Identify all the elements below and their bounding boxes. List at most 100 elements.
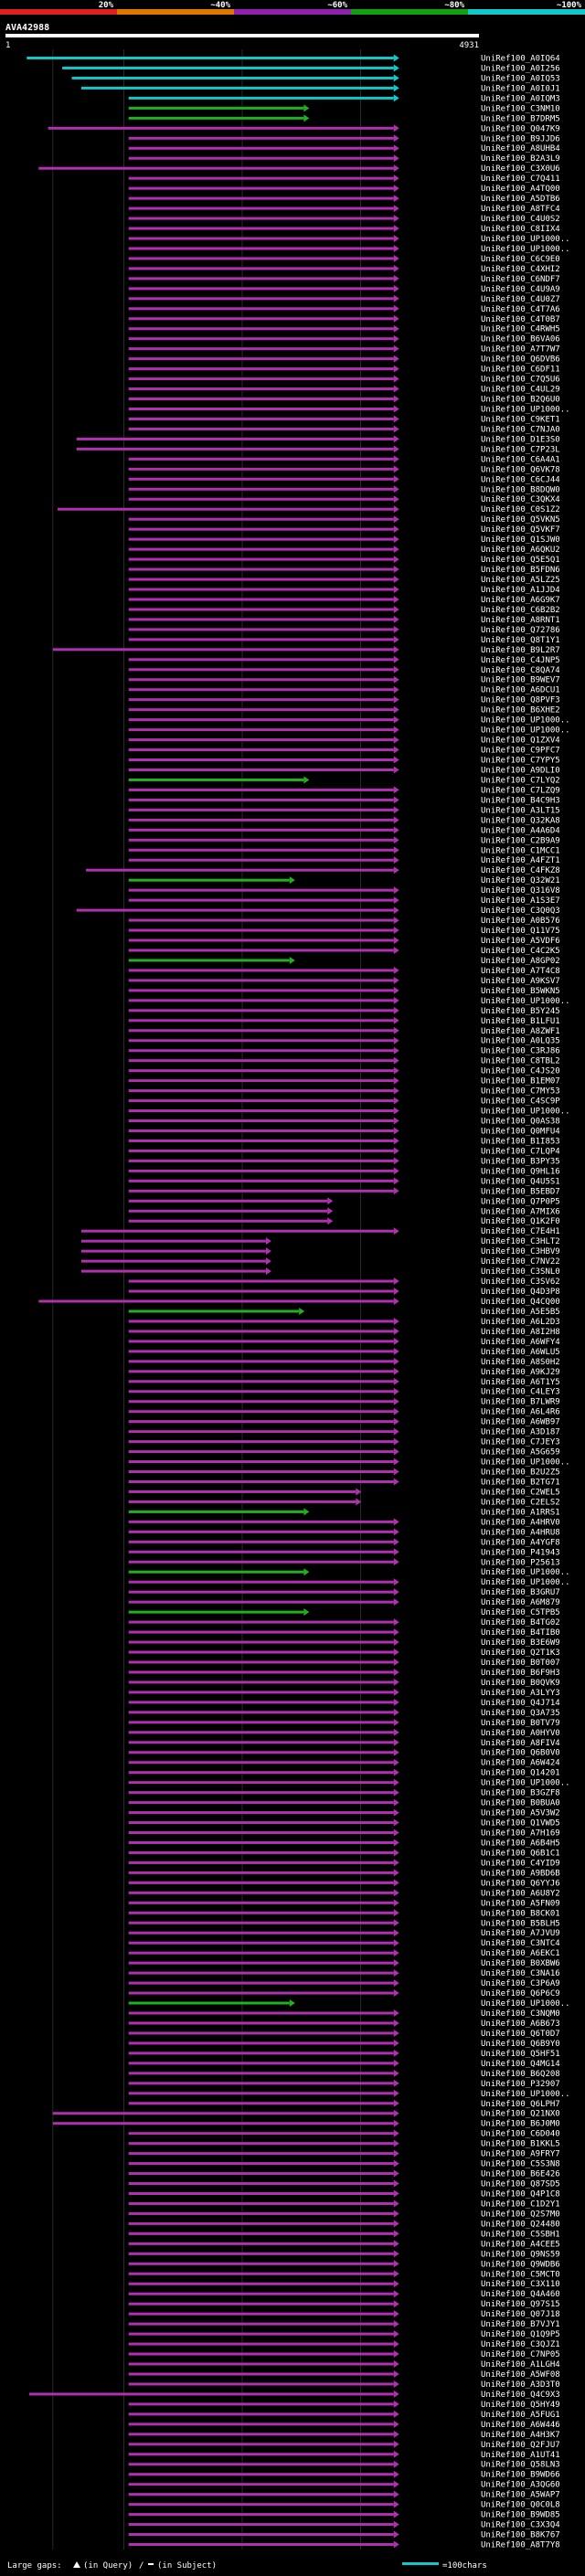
hit-label[interactable]: UniRef100_Q7P0P5 <box>481 1197 560 1206</box>
hit-label[interactable]: UniRef100_A1UT41 <box>481 2451 560 2460</box>
hit-label[interactable]: UniRef100_A0IQ53 <box>481 74 560 83</box>
hit-label[interactable]: UniRef100_A6T1Y5 <box>481 1378 560 1387</box>
hit-label[interactable]: UniRef100_A6G9K7 <box>481 596 560 605</box>
hit-label[interactable]: UniRef100_Q1VWD5 <box>481 1819 560 1829</box>
hit-label[interactable]: UniRef100_A6WFY4 <box>481 1338 560 1347</box>
hit-label[interactable]: UniRef100_B6F9H3 <box>481 1669 560 1678</box>
hit-label[interactable]: UniRef100_Q9HL16 <box>481 1167 560 1176</box>
hit-label[interactable]: UniRef100_B5BLH5 <box>481 1919 560 1928</box>
hit-label[interactable]: UniRef100_A8UHB4 <box>481 144 560 154</box>
hit-label[interactable]: UniRef100_A3LYY3 <box>481 1689 560 1698</box>
hit-label[interactable]: UniRef100_C7Q5U6 <box>481 376 560 385</box>
hit-label[interactable]: UniRef100_A9DLI0 <box>481 766 560 775</box>
hit-label[interactable]: UniRef100_B9WEV7 <box>481 676 560 685</box>
hit-label[interactable]: UniRef100_A8TFC4 <box>481 205 560 214</box>
hit-label[interactable]: UniRef100_C7E4H1 <box>481 1227 560 1236</box>
hit-label[interactable]: UniRef100_C8TBL2 <box>481 1057 560 1066</box>
hit-label[interactable]: UniRef100_A3D187 <box>481 1428 560 1437</box>
hit-label[interactable]: UniRef100_A5LZ25 <box>481 576 560 585</box>
hit-label[interactable]: UniRef100_A4H3K7 <box>481 2431 560 2440</box>
hit-label[interactable]: UniRef100_B5EBD7 <box>481 1187 560 1196</box>
hit-label[interactable]: UniRef100_Q3A735 <box>481 1709 560 1718</box>
hit-label[interactable]: UniRef100_A5V3W2 <box>481 1809 560 1818</box>
hit-label[interactable]: UniRef100_A9KSV7 <box>481 977 560 986</box>
hit-label[interactable]: UniRef100_Q0C0L8 <box>481 2501 560 2510</box>
hit-label[interactable]: UniRef100_B1EM07 <box>481 1077 560 1087</box>
hit-label[interactable]: UniRef100_A5FN09 <box>481 1899 560 1908</box>
hit-label[interactable]: UniRef100_A9BD6B <box>481 1869 560 1878</box>
hit-label[interactable]: UniRef100_C3NQM0 <box>481 2009 560 2019</box>
hit-label[interactable]: UniRef100_UP1000.. <box>481 2090 570 2099</box>
hit-label[interactable]: UniRef100_B0XBW6 <box>481 1959 560 1968</box>
hit-label[interactable]: UniRef100_UP1000.. <box>481 406 570 415</box>
hit-label[interactable]: UniRef100_A4CEE5 <box>481 2240 560 2249</box>
hit-label[interactable]: UniRef100_A4HRU8 <box>481 1528 560 1537</box>
hit-label[interactable]: UniRef100_C7NJA0 <box>481 425 560 434</box>
hit-label[interactable]: UniRef100_UP1000.. <box>481 1458 570 1468</box>
hit-label[interactable]: UniRef100_C4U0Z7 <box>481 295 560 304</box>
hit-label[interactable]: UniRef100_Q8PVF3 <box>481 696 560 705</box>
hit-label[interactable]: UniRef100_Q2T1K3 <box>481 1648 560 1658</box>
hit-label[interactable]: UniRef100_P41943 <box>481 1548 560 1557</box>
hit-label[interactable]: UniRef100_A0I256 <box>481 64 560 73</box>
hit-label[interactable]: UniRef100_Q6LPH7 <box>481 2100 560 2109</box>
hit-label[interactable]: UniRef100_C3NTC4 <box>481 1939 560 1948</box>
hit-label[interactable]: UniRef100_C4U9A9 <box>481 285 560 294</box>
hit-label[interactable]: UniRef100_A6L4R6 <box>481 1408 560 1417</box>
hit-label[interactable]: UniRef100_Q4C9X3 <box>481 2390 560 2400</box>
hit-label[interactable]: UniRef100_C3P6A9 <box>481 1979 560 1988</box>
hit-label[interactable]: UniRef100_UP1000.. <box>481 245 570 254</box>
hit-label[interactable]: UniRef100_UP1000.. <box>481 235 570 244</box>
hit-label[interactable]: UniRef100_A0LQ35 <box>481 1037 560 1046</box>
hit-label[interactable]: UniRef100_C3HLT2 <box>481 1237 560 1246</box>
hit-label[interactable]: UniRef100_Q8T1Y1 <box>481 636 560 645</box>
hit-label[interactable]: UniRef100_Q97S15 <box>481 2300 560 2309</box>
hit-label[interactable]: UniRef100_Q9NS59 <box>481 2250 560 2259</box>
hit-label[interactable]: UniRef100_A4YGF8 <box>481 1538 560 1547</box>
hit-label[interactable]: UniRef100_A5WF08 <box>481 2370 560 2380</box>
hit-label[interactable]: UniRef100_A0I0J1 <box>481 84 560 93</box>
hit-label[interactable]: UniRef100_B0T007 <box>481 1659 560 1668</box>
hit-label[interactable]: UniRef100_B3PY35 <box>481 1157 560 1166</box>
hit-label[interactable]: UniRef100_B6J0M0 <box>481 2120 560 2129</box>
hit-label[interactable]: UniRef100_B3E6W9 <box>481 1638 560 1648</box>
hit-label[interactable]: UniRef100_B4C9H3 <box>481 796 560 805</box>
hit-label[interactable]: UniRef100_C7LYQ2 <box>481 776 560 785</box>
hit-label[interactable]: UniRef100_A8S0H2 <box>481 1358 560 1367</box>
hit-label[interactable]: UniRef100_A4A6D4 <box>481 826 560 835</box>
hit-label[interactable]: UniRef100_C0S1Z2 <box>481 505 560 514</box>
hit-label[interactable]: UniRef100_A9KJ29 <box>481 1368 560 1377</box>
hit-label[interactable]: UniRef100_B6Q208 <box>481 2070 560 2079</box>
hit-label[interactable]: UniRef100_Q6T0D7 <box>481 2030 560 2039</box>
hit-label[interactable]: UniRef100_B2TG71 <box>481 1478 560 1487</box>
hit-label[interactable]: UniRef100_UP1000.. <box>481 716 570 726</box>
hit-label[interactable]: UniRef100_A8GP02 <box>481 957 560 966</box>
hit-label[interactable]: UniRef100_A8T7Y8 <box>481 2541 560 2550</box>
hit-label[interactable]: UniRef100_C5TPB5 <box>481 1608 560 1617</box>
hit-label[interactable]: UniRef100_Q6DVB6 <box>481 355 560 365</box>
hit-label[interactable]: UniRef100_C9PFC7 <box>481 747 560 756</box>
hit-label[interactable]: UniRef100_C2B9A9 <box>481 836 560 845</box>
hit-label[interactable]: UniRef100_C3NA16 <box>481 1969 560 1978</box>
hit-label[interactable]: UniRef100_A7T4C8 <box>481 967 560 976</box>
hit-label[interactable]: UniRef100_A6WB97 <box>481 1418 560 1427</box>
hit-label[interactable]: UniRef100_B9WD85 <box>481 2511 560 2520</box>
hit-label[interactable]: UniRef100_A7H169 <box>481 1829 560 1839</box>
hit-label[interactable]: UniRef100_P25613 <box>481 1558 560 1567</box>
hit-label[interactable]: UniRef100_C6CJ44 <box>481 475 560 484</box>
hit-label[interactable]: UniRef100_A5FUG1 <box>481 2411 560 2420</box>
hit-label[interactable]: UniRef100_C4U0S2 <box>481 215 560 224</box>
hit-label[interactable]: UniRef100_B6XHE2 <box>481 706 560 716</box>
hit-label[interactable]: UniRef100_Q316V8 <box>481 886 560 896</box>
hit-label[interactable]: UniRef100_Q6B0V0 <box>481 1749 560 1758</box>
hit-label[interactable]: UniRef100_A8I2H8 <box>481 1328 560 1337</box>
hit-label[interactable]: UniRef100_A7T7W7 <box>481 345 560 355</box>
hit-label[interactable]: UniRef100_Q4D3P8 <box>481 1288 560 1297</box>
hit-label[interactable]: UniRef100_Q6P6C9 <box>481 1989 560 1998</box>
hit-label[interactable]: UniRef100_B4TG02 <box>481 1618 560 1627</box>
hit-label[interactable]: UniRef100_Q6VK78 <box>481 465 560 474</box>
hit-label[interactable]: UniRef100_Q32W21 <box>481 876 560 885</box>
hit-label[interactable]: UniRef100_B8CK01 <box>481 1909 560 1918</box>
hit-label[interactable]: UniRef100_Q5VKF7 <box>481 525 560 535</box>
hit-label[interactable]: UniRef100_B8K767 <box>481 2531 560 2540</box>
